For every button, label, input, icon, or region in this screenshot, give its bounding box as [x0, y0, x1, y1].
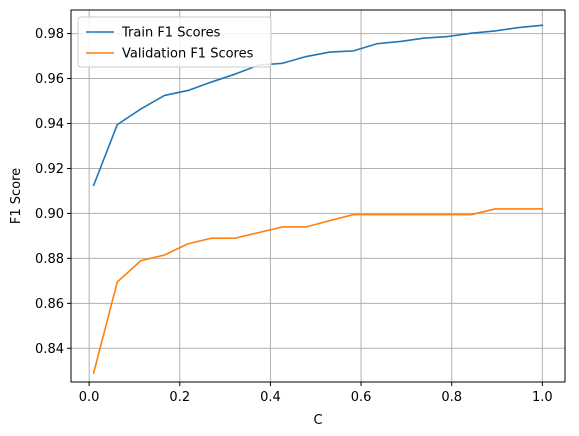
- y-tick-label: 0.90: [35, 207, 64, 222]
- y-tick-label: 0.96: [35, 72, 64, 87]
- y-tick-label: 0.86: [35, 297, 64, 312]
- x-axis-label: C: [313, 413, 322, 428]
- x-tick-label: 0.4: [260, 390, 281, 405]
- x-tick-label: 1.0: [532, 390, 553, 405]
- y-tick-label: 0.92: [35, 162, 64, 177]
- y-tick-label: 0.94: [35, 117, 64, 132]
- x-tick-label: 0.8: [441, 390, 462, 405]
- x-tick-label: 0.2: [169, 390, 190, 405]
- legend-label: Validation F1 Scores: [122, 47, 254, 62]
- x-tick-label: 0.6: [351, 390, 372, 405]
- y-tick-label: 0.84: [35, 342, 64, 357]
- legend: Train F1 Scores Validation F1 Scores: [78, 17, 271, 67]
- y-tick-label: 0.88: [35, 252, 64, 267]
- y-axis-label: F1 Score: [9, 168, 24, 224]
- y-tick-label: 0.98: [35, 27, 64, 42]
- x-tick-label: 0.0: [79, 390, 100, 405]
- legend-label: Train F1 Scores: [121, 26, 221, 41]
